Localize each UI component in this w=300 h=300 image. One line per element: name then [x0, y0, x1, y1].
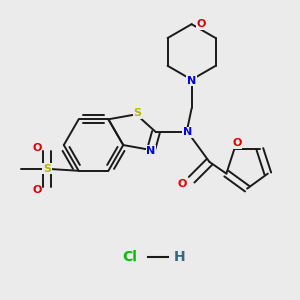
Text: S: S: [133, 108, 141, 118]
Text: N: N: [183, 127, 192, 137]
Text: H: H: [174, 250, 185, 264]
Text: O: O: [197, 19, 206, 29]
Text: O: O: [32, 184, 42, 195]
Text: S: S: [43, 164, 51, 174]
Text: O: O: [177, 179, 186, 189]
Text: O: O: [232, 138, 242, 148]
Text: N: N: [146, 146, 156, 156]
Text: N: N: [187, 76, 196, 86]
Text: Cl: Cl: [123, 250, 138, 264]
Text: O: O: [32, 143, 42, 153]
